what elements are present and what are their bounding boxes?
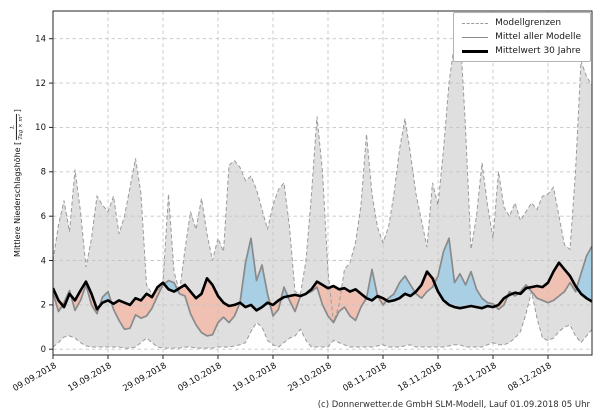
x-tick-label: 28.11.2018 [451,361,498,394]
legend-item-label: Modellgrenzen [495,18,562,28]
y-tick-label: 4 [41,256,46,266]
y-tick-label: 6 [41,212,46,222]
x-tick-label: 09.09.2018 [11,361,58,394]
model-bounds-lower-line [53,291,592,349]
model-bounds-upper-line [53,29,592,323]
legend-item-label: Mittel aller Modelle [495,32,581,42]
x-tick-label: 29.09.2018 [121,361,168,394]
x-tick-label: 08.11.2018 [341,361,388,394]
legend-line-sample-solid-black-thick [462,49,489,53]
y-axis: 0 2 4 6 8 10 12 14 [35,35,53,355]
x-axis: 09.09.2018 19.09.2018 29.09.2018 09.10.2018… [11,355,554,394]
legend-line-sample-solid-gray [462,36,489,38]
plot-border [52,10,593,356]
copyright-footer: (c) Donnerwetter.de GmbH SLM-Modell, Lau… [317,400,590,410]
y-tick-label: 10 [35,123,46,133]
x-tick-label: 29.10.2018 [286,361,333,394]
unit-denominator: Tag × m² [16,114,25,140]
y-axis-label: Mittlere Niederschlagshöhe [ L Tag × m² … [10,109,25,257]
y-axis-label-bracket: ] [12,109,22,113]
y-tick-label: 8 [41,168,46,178]
model-range-band [53,29,592,349]
y-axis-unit-fraction: L Tag × m² [10,114,25,140]
y-tick-label: 0 [41,345,46,355]
legend-item: Mittel aller Modelle [462,32,581,42]
x-tick-label: 19.10.2018 [231,361,278,394]
y-tick-label: 14 [35,35,46,45]
x-tick-label: 18.11.2018 [396,361,443,394]
y-axis-label-text: Mittlere Niederschlagshöhe [ [12,141,22,257]
x-tick-label: 19.09.2018 [66,361,113,394]
y-tick-label: 12 [35,79,46,89]
model-mean-line [53,237,592,337]
legend: Modellgrenzen Mittel aller Modelle Mittelw… [453,12,591,62]
below-normal-fill [53,238,592,336]
legend-item: Mittelwert 30 Jahre [462,46,581,56]
legend-item: Modellgrenzen [462,18,581,28]
mean-30y-line [53,261,592,312]
x-tick-label: 08.12.2018 [506,361,553,394]
y-tick-label: 2 [41,301,46,311]
x-tick-label: 09.10.2018 [176,361,223,394]
legend-line-sample-dashed-gray [462,22,489,24]
legend-item-label: Mittelwert 30 Jahre [495,46,581,56]
